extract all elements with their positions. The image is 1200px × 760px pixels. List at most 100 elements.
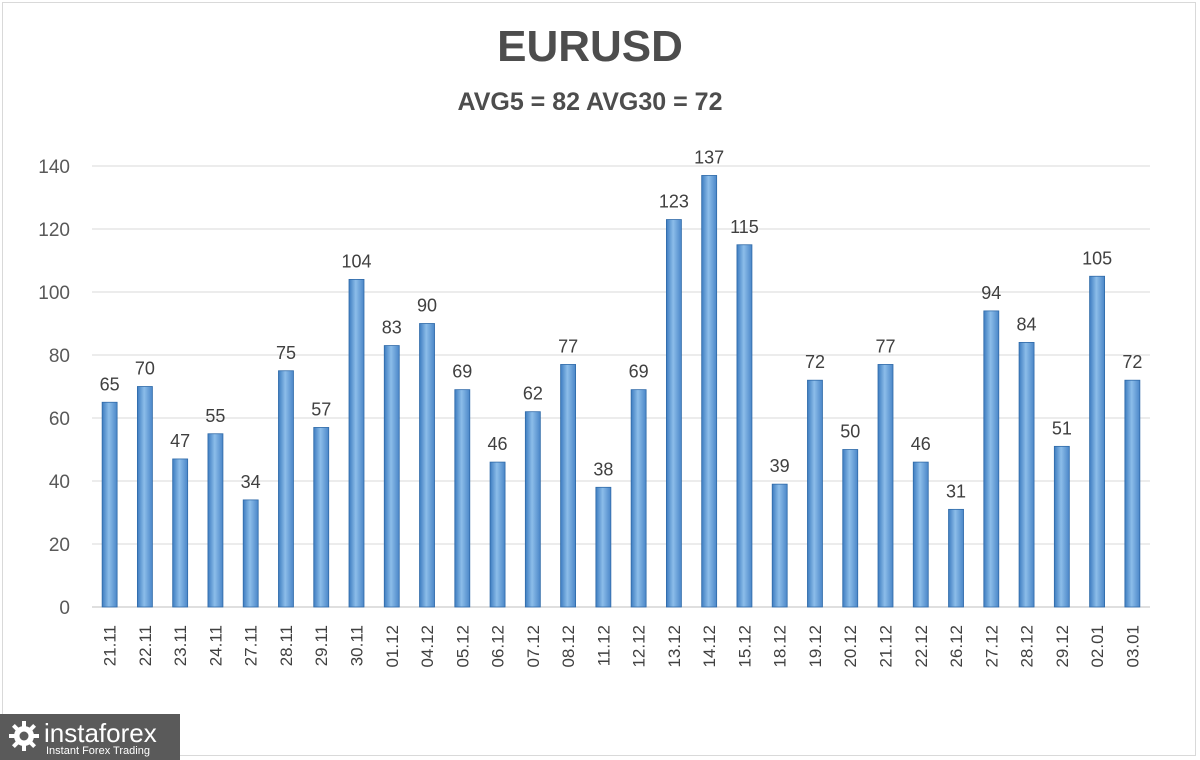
data-label: 72 xyxy=(1122,352,1142,372)
data-label: 83 xyxy=(382,318,402,338)
x-tick-label: 20.12 xyxy=(841,625,860,668)
x-tick-label: 30.11 xyxy=(348,625,367,666)
data-label: 46 xyxy=(911,434,931,454)
x-tick-label: 06.12 xyxy=(489,625,508,668)
data-label: 94 xyxy=(981,283,1001,303)
y-tick-label: 80 xyxy=(49,346,70,367)
bar xyxy=(701,175,718,608)
data-label: 38 xyxy=(593,459,613,479)
x-tick-label: 27.12 xyxy=(982,625,1001,668)
bar xyxy=(136,386,153,608)
data-label: 84 xyxy=(1017,314,1037,334)
data-label: 50 xyxy=(840,422,860,442)
bar xyxy=(560,364,576,608)
x-tick-label: 11.12 xyxy=(594,625,613,666)
data-label: 69 xyxy=(629,362,649,382)
bar xyxy=(1089,275,1105,608)
data-label: 104 xyxy=(341,251,371,271)
x-tick-label: 29.12 xyxy=(1053,625,1072,668)
chart-subtitle: AVG5 = 82 AVG30 = 72 xyxy=(457,88,723,116)
logo-tagline: Instant Forex Trading xyxy=(46,745,150,757)
x-tick-label: 04.12 xyxy=(418,625,437,668)
bar xyxy=(242,499,259,608)
bar xyxy=(666,219,682,608)
x-tick-label: 23.11 xyxy=(171,625,190,666)
bar xyxy=(454,389,471,608)
x-tick-label: 18.12 xyxy=(771,625,790,668)
x-tick-label: 05.12 xyxy=(453,625,472,668)
bar xyxy=(736,244,753,608)
bar xyxy=(1053,445,1070,608)
bar xyxy=(807,379,823,608)
x-tick-label: 27.11 xyxy=(242,625,261,666)
logo-name: instaforex xyxy=(44,718,157,748)
bar xyxy=(348,278,365,608)
x-tick-label: 12.12 xyxy=(630,625,649,668)
x-tick-label: 02.01 xyxy=(1088,625,1107,668)
data-label: 51 xyxy=(1052,418,1072,438)
x-tick-label: 03.01 xyxy=(1123,625,1142,668)
x-tick-label: 13.12 xyxy=(665,625,684,668)
data-label: 34 xyxy=(241,472,261,492)
x-tick-label: 22.11 xyxy=(136,625,155,666)
bar xyxy=(278,370,294,608)
x-tick-label: 24.11 xyxy=(206,625,225,666)
x-tick-label: 14.12 xyxy=(700,625,719,668)
gear-logo-icon xyxy=(9,721,39,751)
data-label: 137 xyxy=(694,147,724,167)
data-label: 90 xyxy=(417,296,437,316)
bar xyxy=(948,508,964,608)
instaforex-logo: instaforex Instant Forex Trading xyxy=(0,714,180,760)
data-label: 65 xyxy=(100,374,120,394)
data-label: 62 xyxy=(523,384,543,404)
bar xyxy=(877,364,894,608)
bar xyxy=(207,433,224,608)
chart-title: EURUSD xyxy=(497,22,683,71)
data-label: 72 xyxy=(805,352,825,372)
x-tick-label: 21.12 xyxy=(877,625,896,668)
bar xyxy=(313,427,330,608)
x-tick-label: 28.11 xyxy=(277,625,296,666)
data-label: 46 xyxy=(488,434,508,454)
x-tick-label: 29.11 xyxy=(312,625,331,666)
x-tick-label: 01.12 xyxy=(383,625,402,668)
data-label: 31 xyxy=(946,481,966,501)
bar xyxy=(771,483,788,608)
bar xyxy=(419,323,435,608)
y-tick-label: 140 xyxy=(38,157,70,178)
x-tick-label: 22.12 xyxy=(912,625,931,668)
y-tick-label: 20 xyxy=(49,535,70,556)
x-tick-label: 08.12 xyxy=(559,625,578,668)
data-label: 69 xyxy=(452,362,472,382)
x-tick-label: 26.12 xyxy=(947,625,966,668)
y-tick-label: 0 xyxy=(59,598,70,619)
data-label: 75 xyxy=(276,343,296,363)
x-tick-label: 28.12 xyxy=(1018,625,1037,668)
x-tick-label: 15.12 xyxy=(735,625,754,668)
x-tick-label: 19.12 xyxy=(806,625,825,668)
y-tick-label: 60 xyxy=(49,409,70,430)
bar xyxy=(630,389,647,608)
bar xyxy=(489,461,506,608)
data-label: 57 xyxy=(311,399,331,419)
bar xyxy=(383,345,400,608)
x-tick-label: 07.12 xyxy=(524,625,543,668)
bar xyxy=(1124,379,1141,608)
y-tick-label: 40 xyxy=(49,472,70,493)
bar xyxy=(595,486,612,608)
data-label: 123 xyxy=(659,192,689,212)
bar xyxy=(101,401,118,608)
data-label: 77 xyxy=(875,336,895,356)
bar xyxy=(1018,341,1035,608)
y-tick-label: 120 xyxy=(38,220,70,241)
data-label: 77 xyxy=(558,336,578,356)
bar xyxy=(842,449,859,608)
bar xyxy=(524,411,541,608)
data-label: 39 xyxy=(770,456,790,476)
data-label: 105 xyxy=(1082,248,1112,268)
bar xyxy=(172,458,189,608)
bar xyxy=(912,461,929,608)
data-label: 115 xyxy=(730,217,759,237)
